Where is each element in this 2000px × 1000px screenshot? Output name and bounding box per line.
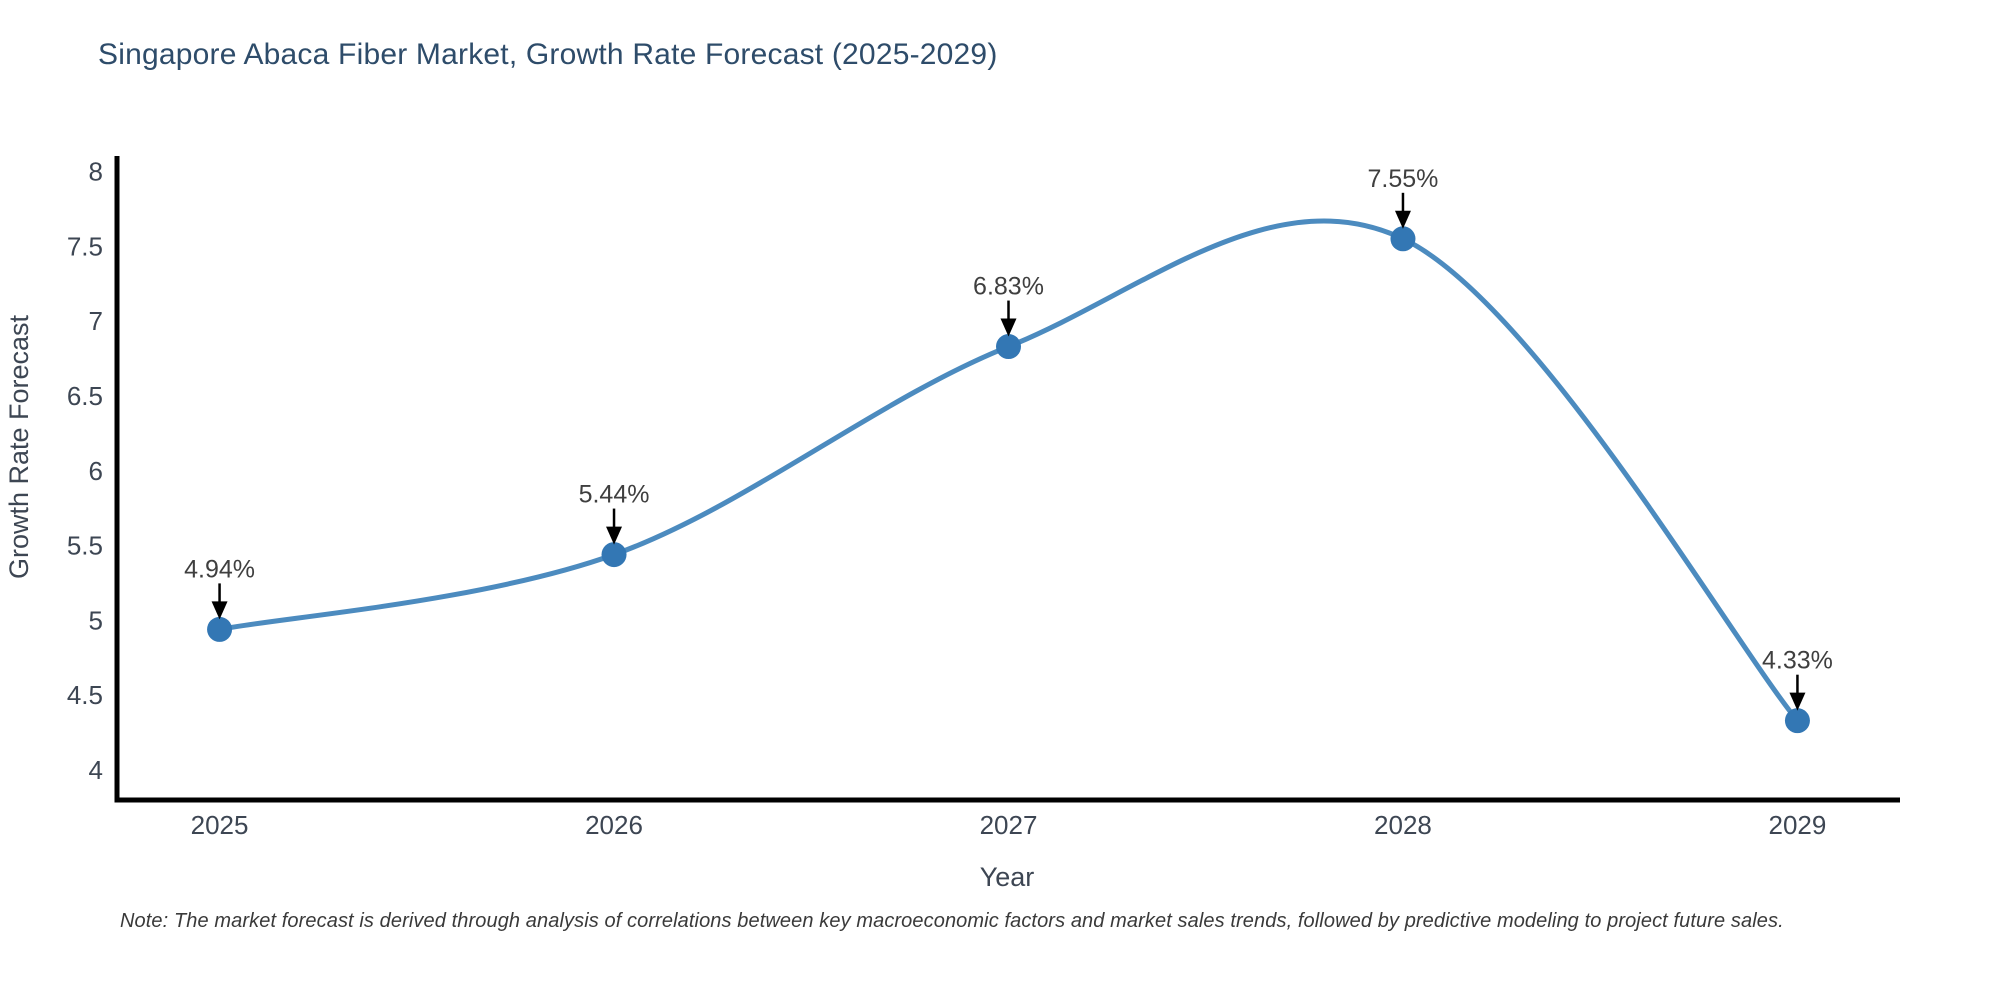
x-tick-label: 2029 — [1769, 810, 1827, 840]
x-axis-title: Year — [980, 862, 1035, 892]
data-point-marker — [601, 542, 627, 568]
annotation-arrow-head — [1394, 210, 1411, 229]
y-axis-title: Growth Rate Forecast — [4, 314, 34, 579]
annotation-label: 7.55% — [1368, 165, 1439, 193]
y-tick-label: 5 — [89, 605, 103, 635]
annotation-arrow-head — [1000, 318, 1017, 337]
annotation-label: 5.44% — [579, 481, 650, 509]
annotation-arrow-head — [211, 601, 228, 620]
y-tick-label: 4.5 — [67, 680, 103, 710]
y-tick-label: 7.5 — [67, 231, 103, 261]
y-tick-label: 4 — [89, 755, 103, 785]
x-tick-label: 2028 — [1374, 810, 1432, 840]
data-point-marker — [996, 334, 1021, 360]
x-tick-label: 2026 — [585, 810, 643, 840]
annotation-arrow-head — [1789, 692, 1806, 711]
annotation-label: 6.83% — [973, 273, 1044, 301]
x-tick-labels: 2025 2026 2027 2028 2029 — [191, 810, 1827, 840]
annotation-arrow-head — [606, 526, 623, 545]
y-tick-label: 8 — [89, 156, 103, 186]
annotation-label: 4.94% — [184, 555, 255, 583]
footnote: Note: The market forecast is derived thr… — [120, 910, 1784, 932]
data-point-marker — [1784, 708, 1810, 734]
data-point-marker — [1390, 226, 1416, 252]
series-line — [217, 218, 1800, 724]
y-tick-label: 6 — [89, 456, 103, 486]
y-tick-labels: 4 4.5 5 5.5 6 6.5 7 7.5 8 — [67, 156, 103, 785]
chart-title: Singapore Abaca Fiber Market, Growth Rat… — [98, 38, 998, 71]
forecast-series — [207, 218, 1810, 734]
x-tick-label: 2027 — [980, 810, 1038, 840]
y-tick-label: 6.5 — [67, 381, 103, 411]
y-tick-label: 7 — [89, 306, 103, 336]
x-tick-label: 2025 — [191, 810, 249, 840]
data-point-marker — [207, 616, 233, 642]
y-tick-label: 5.5 — [67, 531, 103, 561]
point-annotations: 4.94% 5.44% 6.83% 7.55% 4.33% — [184, 165, 1833, 711]
annotation-label: 4.33% — [1762, 647, 1833, 675]
